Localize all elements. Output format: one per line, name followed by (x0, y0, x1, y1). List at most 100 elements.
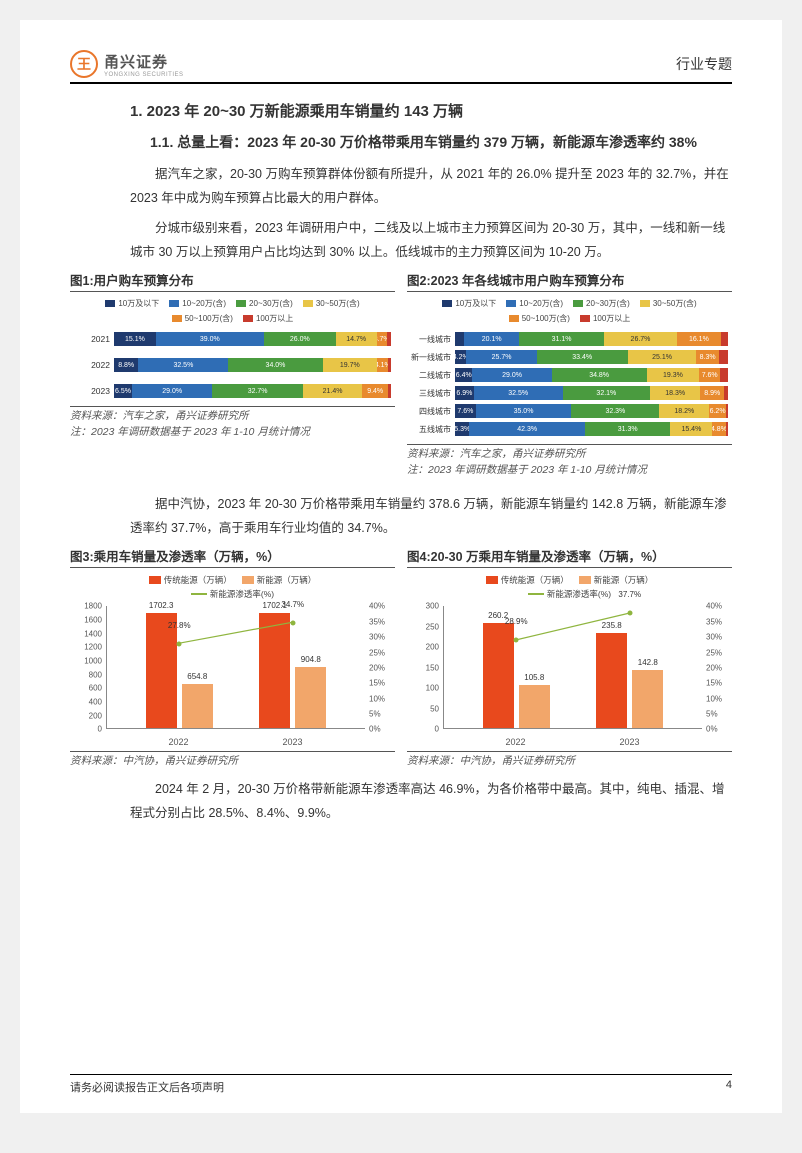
figure-4-title: 图4:20-30 万乘用车销量及渗透率（万辆，%） (407, 546, 732, 568)
figure-3-title: 图3:乘用车销量及渗透率（万辆，%） (70, 546, 395, 568)
chart-legend: 传统能源（万辆）新能源（万辆） (407, 574, 732, 586)
y-axis-left-tick: 0 (70, 725, 102, 734)
y-axis-left-tick: 600 (70, 684, 102, 693)
bar-segment: 29.0% (132, 384, 212, 398)
bar-traditional: 1702.1 (259, 613, 290, 728)
logo-icon: 王 (70, 50, 98, 78)
figure-2: 图2:2023 年各线城市用户购车预算分布 10万及以下 10~20万(含) 20~… (407, 270, 732, 479)
chart-legend-line: 新能源渗透率(%) (70, 588, 395, 600)
line-point (290, 620, 295, 625)
legend-label: 30~50万(含) (653, 298, 697, 309)
bar-value-label: 105.8 (524, 673, 544, 682)
row-label: 新一线城市 (411, 352, 451, 363)
stacked-bar: 20.1%31.1%26.7%16.1% (455, 332, 728, 346)
legend-item: 20~30万(含) (573, 298, 630, 309)
bar-segment: 18.2% (659, 404, 709, 418)
stacked-bar: 6.4%29.0%34.8%19.3%7.6% (455, 368, 728, 382)
legend-item: 10~20万(含) (169, 298, 226, 309)
row-label: 2021 (74, 334, 110, 344)
y-axis-right-tick: 5% (706, 710, 732, 719)
figure-4-source: 资料来源：中汽协，甬兴证券研究所 (407, 751, 732, 770)
bar-segment: 34.8% (552, 368, 647, 382)
figure-1: 图1:用户购车预算分布 10万及以下10~20万(含)20~30万(含)30~5… (70, 270, 395, 479)
figure-1-title: 图1:用户购车预算分布 (70, 270, 395, 292)
y-axis-right-tick: 20% (369, 663, 395, 672)
bar-segment: 6.9% (455, 386, 474, 400)
legend-line-swatch (191, 593, 207, 595)
page: 王 甬兴证券 YONGXING SECURITIES 行业专题 1. 2023 … (20, 20, 782, 1113)
bar-segment: 26.0% (264, 332, 336, 346)
y-axis-left-tick: 300 (407, 602, 439, 611)
bar-segment: 19.3% (647, 368, 700, 382)
chart-row: 三线城市6.9%32.5%32.1%18.3%8.9% (411, 386, 728, 400)
legend-label: 10~20万(含) (519, 298, 563, 309)
figure-4-chart: 传统能源（万辆）新能源（万辆）新能源渗透率(%)0501001502002503… (407, 574, 732, 747)
legend-label: 新能源渗透率(%) (547, 588, 611, 600)
y-axis-right-tick: 30% (706, 633, 732, 642)
legend-label: 新能源（万辆） (257, 574, 317, 586)
y-axis-left-tick: 200 (70, 711, 102, 720)
bar-segment: 6.2% (709, 404, 726, 418)
bar-segment: 5.3% (455, 422, 469, 436)
figure-row-2: 图3:乘用车销量及渗透率（万辆，%） 传统能源（万辆）新能源（万辆）新能源渗透率… (70, 546, 732, 770)
legend-swatch (243, 315, 253, 322)
y-axis-right-tick: 30% (369, 633, 395, 642)
legend-item: 20~30万(含) (236, 298, 293, 309)
y-axis-left-tick: 800 (70, 670, 102, 679)
legend-item: 新能源（万辆） (242, 574, 317, 586)
bar-segment: 9.4% (362, 384, 388, 398)
legend-swatch (486, 576, 498, 584)
legend-label: 50~100万(含) (185, 313, 233, 324)
bar-segment: 25.7% (466, 350, 536, 364)
chart-row: 一线城市 20.1%31.1%26.7%16.1% (411, 332, 728, 346)
stacked-bar: 7.6%35.0%32.3%18.2%6.2% (455, 404, 728, 418)
doc-type: 行业专题 (676, 54, 732, 74)
y-axis-right-tick: 0% (706, 725, 732, 734)
legend-label: 100万以上 (256, 313, 293, 324)
bar-new-energy: 105.8 (519, 685, 550, 728)
bar-segment (455, 332, 464, 346)
bar-segment (726, 422, 728, 436)
legend-item: 10~20万(含) (506, 298, 563, 309)
figure-2-note: 注：2023 年调研数据基于 2023 年 1-10 月统计情况 (407, 463, 732, 479)
footer-page-number: 4 (726, 1079, 732, 1095)
legend-item: 100万以上 (243, 313, 293, 324)
bar-segment: 4.2% (455, 350, 466, 364)
chart-legend: 10万及以下10~20万(含)20~30万(含)30~50万(含)50~100万… (70, 298, 395, 324)
x-axis-tick: 2023 (619, 737, 639, 747)
legend-swatch (579, 576, 591, 584)
legend-item: 传统能源（万辆） (486, 574, 569, 586)
legend-label: 10万及以下 (455, 298, 496, 309)
y-axis-left-tick: 100 (407, 684, 439, 693)
bar-segment: 18.3% (650, 386, 700, 400)
bar-segment: 4.1% (377, 358, 388, 372)
y-axis-right-tick: 20% (706, 663, 732, 672)
line-value-label: 37.7% (618, 590, 641, 599)
chart-row: 20228.8%32.5%34.0%19.7%4.1% (74, 358, 391, 372)
row-label: 一线城市 (411, 334, 451, 345)
legend-item: 50~100万(含) (172, 313, 233, 324)
figure-3-chart: 传统能源（万辆）新能源（万辆）新能源渗透率(%)0200400600800100… (70, 574, 395, 747)
bar-traditional: 260.2 (483, 623, 514, 729)
bar-traditional: 235.8 (596, 633, 627, 729)
x-axis-tick: 2022 (506, 737, 526, 747)
bar-segment (721, 332, 728, 346)
stacked-bar: 6.9%32.5%32.1%18.3%8.9% (455, 386, 728, 400)
heading-2: 1.1. 总量上看：2023 年 20-30 万价格带乘用车销量约 379 万辆… (150, 131, 732, 153)
stacked-bar-chart: 一线城市20.1%31.1%26.7%16.1%新一线城市4.2%25.7%33… (407, 330, 732, 440)
bar-segment: 34.0% (228, 358, 322, 372)
chart-row: 20236.5%29.0%32.7%21.4%9.4% (74, 384, 391, 398)
legend-item: 新能源渗透率(%) (528, 588, 611, 600)
legend-label: 10万及以下 (118, 298, 159, 309)
bar-segment: 42.3% (469, 422, 584, 436)
legend-item: 新能源渗透率(%) (191, 588, 274, 600)
bar-segment: 32.1% (563, 386, 651, 400)
figure-2-title: 图2:2023 年各线城市用户购车预算分布 (407, 270, 732, 292)
bar-value-label: 654.8 (187, 672, 207, 681)
legend-item: 50~100万(含) (509, 313, 570, 324)
row-label: 五线城市 (411, 424, 451, 435)
chart-row: 二线城市6.4%29.0%34.8%19.3%7.6% (411, 368, 728, 382)
legend-swatch (149, 576, 161, 584)
bar-new-energy: 904.8 (295, 667, 326, 728)
legend-label: 10~20万(含) (182, 298, 226, 309)
